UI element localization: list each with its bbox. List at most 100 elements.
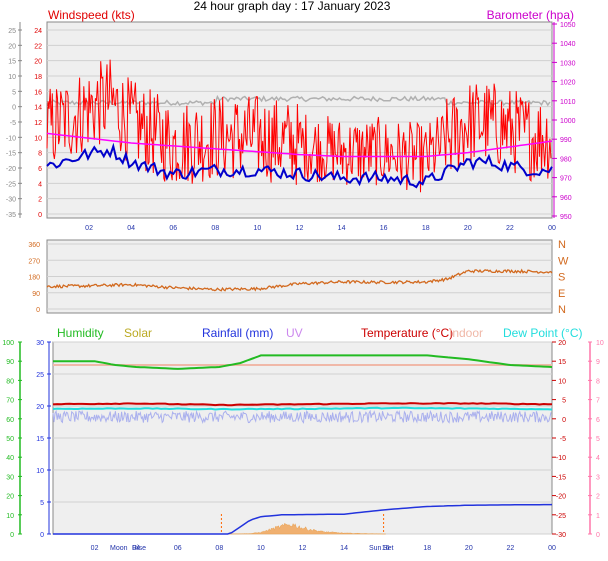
sunset-marker-label: Set (383, 545, 394, 552)
panel3-time-tick: 20 (465, 545, 473, 552)
panel1-right-tick-label: 1050 (560, 22, 576, 29)
panel2-left-axis: 360 270 180 90 0 (28, 242, 40, 314)
dewpoint-series (52, 406, 553, 411)
panel1-inner-tick-label: 22 (34, 43, 42, 50)
legend-uv: UV (286, 326, 303, 340)
panel3-series (52, 354, 553, 535)
temperature-tick-label: 5 (562, 398, 566, 405)
legend-rainfall: Rainfall (mm) (202, 326, 273, 340)
panel1-time-tick: 04 (127, 225, 135, 232)
panel3-time-tick: 18 (423, 545, 431, 552)
panel1-time-tick: 16 (380, 225, 388, 232)
panel1-inner-tick-label: 2 (38, 197, 42, 204)
rain-tick-label: 15 (36, 436, 44, 443)
panel1-inner-tick-label: 4 (38, 181, 42, 188)
panel1-series (46, 59, 553, 193)
uv-tick-label: 9 (596, 359, 600, 366)
moon-sun-markers: Moon Rise Sun Set (110, 545, 394, 552)
uv-tick-label: 8 (596, 378, 600, 385)
wind-direction-series (46, 268, 553, 292)
panel1-inner-tick-label: 6 (38, 166, 42, 173)
panel1-plot-area (46, 21, 553, 219)
uv-tick-label: 2 (596, 494, 600, 501)
uv-tick-label: 4 (596, 455, 600, 462)
panel1-time-tick: 12 (296, 225, 304, 232)
panel3-time-tick: 12 (299, 545, 307, 552)
rain-tick-label: 10 (36, 468, 44, 475)
temperature-tick-label: -10 (556, 455, 566, 462)
panel1-right-tick-label: 950 (560, 214, 572, 221)
humidity-tick-label: 40 (6, 455, 14, 462)
legend-temperature: Temperature (°C) (361, 326, 453, 340)
panel2-tick-label: 0 (36, 307, 40, 314)
panel1-right-axis: 1050 1040 1030 1020 1010 1000 990 980 970 960 950 (552, 22, 576, 221)
compass-label: S (558, 272, 565, 284)
legend-dewpoint: Dew Point (°C) (503, 326, 582, 340)
humidity-tick-label: 90 (6, 359, 14, 366)
panel3-time-tick: 06 (174, 545, 182, 552)
panel3-time-tick: 02 (91, 545, 99, 552)
panel3-time-tick: 22 (507, 545, 515, 552)
panel1-outer-tick-label: -15 (6, 151, 16, 158)
humidity-tick-label: 50 (6, 436, 14, 443)
panel2-tick-label: 90 (32, 291, 40, 298)
rain-tick-label: 25 (36, 372, 44, 379)
temperature-series (52, 402, 553, 407)
compass-label: W (558, 255, 569, 267)
panel-temperature-humidity: 1009080706050403020100302520151050201510… (2, 326, 604, 539)
panel1-outer-tick-label: 25 (8, 28, 16, 35)
humidity-tick-label: 80 (6, 378, 14, 385)
panel1-time-tick: 18 (422, 225, 430, 232)
panel3-time-tick: 04 (132, 545, 140, 552)
panel2-series (46, 268, 553, 292)
barometer-axis-label: Barometer (hpa) (487, 8, 574, 22)
panel1-inner-tick-label: 12 (34, 120, 42, 127)
temperature-tick-label: -20 (556, 494, 566, 501)
panel3-time-tick: 10 (257, 545, 265, 552)
moon-marker-label: Moon (110, 545, 128, 552)
panel2-tick-label: 180 (28, 275, 40, 282)
panel1-outer-tick-label: 0 (12, 105, 16, 112)
uv-tick-label: 0 (596, 532, 600, 539)
chart-title: 24 hour graph day : 17 January 2023 (194, 0, 391, 13)
panel3-time-tick: 08 (215, 545, 223, 552)
uv-tick-label: 6 (596, 417, 600, 424)
panel1-time-tick: 14 (338, 225, 346, 232)
uv-tick-label: 3 (596, 474, 600, 481)
panel3-axes: 1009080706050403020100302520151050201510… (2, 340, 604, 539)
time-axes: 02 02 04 04 06 06 08 08 10 10 12 12 14 14 16 16 18 18 20 20… (85, 225, 556, 552)
temperature-tick-label: 15 (558, 359, 566, 366)
panel1-outer-tick-label: -35 (6, 212, 16, 219)
panel2-grid (47, 243, 552, 310)
sun-marker-label: Sun (369, 545, 382, 552)
panel1-outer-tick-label: 5 (12, 89, 16, 96)
uv-tick-label: 7 (596, 398, 600, 405)
rainfall-series (53, 503, 552, 535)
panel1-time-tick: 06 (169, 225, 177, 232)
legend-humidity: Humidity (57, 326, 104, 340)
panel1-right-tick-label: 1000 (560, 118, 576, 125)
panel1-outer-tick-label: -5 (10, 120, 16, 127)
panel1-inner-tick-label: 0 (38, 212, 42, 219)
compass-label: E (558, 288, 565, 300)
panel1-time-tick: 22 (506, 225, 514, 232)
panel3-time-tick: 16 (382, 545, 390, 552)
temperature-tick-label: -30 (556, 532, 566, 539)
panel1-inner-tick-label: 18 (34, 74, 42, 81)
panel1-time-tick: 08 (211, 225, 219, 232)
average-wind-series (46, 142, 553, 189)
rain-tick-label: 5 (40, 500, 44, 507)
panel1-inner-tick-label: 10 (34, 135, 42, 142)
panel1-inner-tick-label: 24 (34, 28, 42, 35)
humidity-tick-label: 100 (2, 340, 14, 347)
panel1-inner-tick-label: 8 (38, 151, 42, 158)
compass-label: N (558, 304, 566, 316)
panel1-left-outer-axis: 25 20 15 10 5 0 -5 -10 -15 -20 -25 -30 -35 (6, 22, 22, 219)
gust-series (46, 59, 552, 193)
temperature-tick-label: -25 (556, 513, 566, 520)
